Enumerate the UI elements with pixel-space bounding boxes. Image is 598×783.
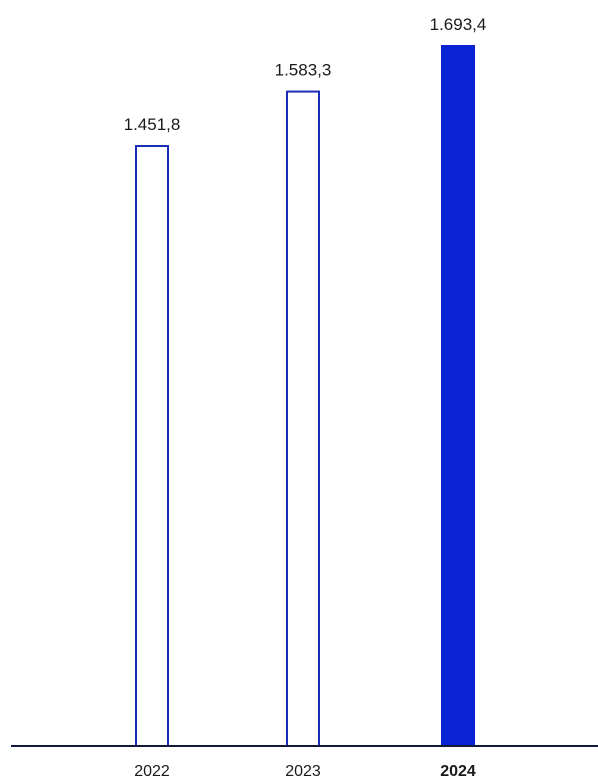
bar-2023 [286,90,320,747]
x-tick-labels: 2022 2023 2024 [134,763,476,780]
bar-2022 [135,145,169,747]
value-label-2022: 1.451,8 [124,115,181,134]
bars [135,45,475,747]
x-tick-label-2024: 2024 [440,763,476,778]
x-tick-label-2023: 2023 [285,763,321,778]
value-label-2023: 1.583,3 [275,61,332,80]
bar-2024 [441,45,475,746]
x-tick-label-2022: 2022 [134,763,170,778]
value-label-2024: 1.693,4 [430,15,487,34]
value-labels: 1.451,8 1.583,3 1.693,4 [124,15,487,134]
